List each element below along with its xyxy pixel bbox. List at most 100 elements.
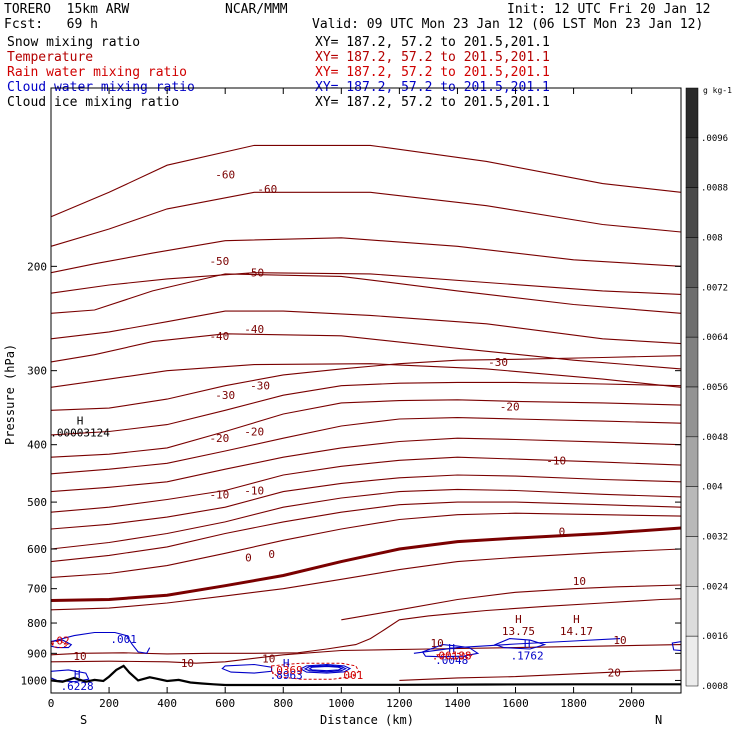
temperature-contour	[50, 488, 682, 550]
temperature-contour-label: 0	[245, 551, 252, 564]
axes-layer: 0 200 400 600 800 1000 1200 1400 1600 1800 2000200…	[21, 88, 681, 710]
x-axis-title: Distance (km)	[320, 713, 414, 727]
field-xy-rain: XY= 187.2, 57.2 to 201.5,201.1	[315, 65, 550, 80]
plot-frame	[50, 87, 682, 694]
temperature-contour-label: 0	[268, 548, 275, 561]
cloud-water-contour	[50, 631, 151, 654]
temperature-contour-label: 20	[608, 667, 621, 680]
temperature-contour	[50, 644, 682, 664]
temperature-contour-label: 10	[431, 637, 444, 650]
center-name: NCAR/MMM	[225, 2, 288, 17]
temperature-contour	[50, 363, 682, 388]
y-tick-label: 800	[27, 617, 47, 630]
x-tick-label: 1000	[328, 697, 355, 710]
maximum-value-label: .02	[50, 635, 70, 648]
temperature-contour-label: -10	[244, 485, 264, 498]
colorbar-swatch	[685, 287, 699, 338]
maximum-value-label: .001	[337, 669, 364, 682]
temperature-contour	[50, 501, 682, 563]
maximum-marker: H	[283, 657, 290, 670]
cloud-water-contour	[493, 638, 547, 650]
colorbar-tick-label: .0072	[701, 283, 728, 293]
y-tick-label: 300	[27, 365, 47, 378]
colorbar-swatch	[685, 436, 699, 487]
y-tick-label: 200	[27, 260, 47, 273]
temperature-contour	[50, 310, 682, 345]
temperature-contour-label: -20	[244, 425, 264, 438]
field-label-snow: Snow mixing ratio	[7, 35, 141, 50]
colorbar-tick-label: .0024	[701, 582, 728, 592]
maximum-value-label: 14.17	[560, 625, 593, 638]
temperature-contour-label: 0	[559, 525, 566, 538]
y-tick-label: 400	[27, 439, 47, 452]
maximum-value-label: .00003124	[50, 427, 110, 440]
temperature-contour-label: -20	[500, 401, 520, 414]
maximum-value-label: .8963	[270, 669, 303, 682]
temperature-contour-label: 10	[262, 652, 275, 665]
maximum-value-label: .001	[110, 633, 137, 646]
colorbar-swatch	[685, 237, 699, 288]
colorbar-tick-label: .008	[701, 234, 723, 244]
colorbar-swatch	[685, 586, 699, 637]
x-tick-label: 1800	[560, 697, 587, 710]
temperature-contour-label: -40	[244, 323, 264, 336]
temperature-contour	[50, 437, 682, 493]
field-label-rain: Rain water mixing ratio	[7, 65, 188, 80]
colorbar-unit: g kg-1	[703, 86, 732, 95]
colorbar-tick-label: .0096	[701, 134, 728, 144]
temperature-contour-label: -50	[209, 255, 229, 268]
field-label-cloud-ice: Cloud ice mixing ratio	[7, 95, 180, 110]
temperature-contour-label: -60	[215, 169, 235, 182]
y-axis-title: Pressure (hPa)	[3, 344, 17, 445]
cloud-water-contour	[421, 644, 480, 658]
y-tick-label: 1000	[21, 674, 48, 687]
cloud-water-contour	[299, 663, 352, 674]
temperature-contour	[50, 381, 682, 436]
temperature-contour-label: -30	[488, 356, 508, 369]
colorbar-tick-label: .004	[701, 483, 723, 493]
temperature-contour	[50, 237, 682, 274]
colorbar: .0096 .0088 .008 .0072 .0064 .0056 .0048 .004 .0…	[685, 86, 732, 692]
cloud-water-contour	[413, 638, 621, 654]
south-end-label: S	[80, 713, 87, 727]
y-tick-label: 600	[27, 543, 47, 556]
forecast-hour: Fcst: 69 h	[4, 17, 98, 32]
temperature-contour	[50, 474, 682, 530]
temperature-contour	[50, 512, 682, 578]
temperature-contour	[50, 526, 682, 602]
temperature-contour-label: -20	[209, 432, 229, 445]
cloud-water-contour	[671, 640, 682, 652]
temperature-contour-label: -40	[209, 330, 229, 343]
maximum-marker: H	[77, 415, 84, 428]
colorbar-tick-label: .0016	[701, 632, 728, 642]
colorbar-tick-label: .0008	[701, 682, 728, 692]
colorbar-swatch	[685, 336, 699, 388]
temperature-contour-label: 10	[181, 657, 194, 670]
colorbar-swatch	[685, 635, 699, 687]
temperature-contour	[50, 456, 682, 513]
colorbar-tick-label: .0056	[701, 383, 728, 393]
maximum-marker: H	[74, 668, 81, 681]
x-tick-label: 400	[157, 697, 177, 710]
temperature-contour	[50, 272, 682, 295]
temperature-contour	[50, 598, 682, 656]
temperature-contour	[50, 548, 682, 611]
temperature-contour-label: 10	[613, 634, 626, 647]
field-xy-cloud-ice: XY= 187.2, 57.2 to 201.5,201.1	[315, 95, 550, 110]
x-tick-label: 1600	[502, 697, 529, 710]
maximum-marker: H	[573, 613, 580, 626]
temperature-contour-label: -60	[257, 183, 277, 196]
colorbar-tick-label: .0048	[701, 433, 728, 443]
y-tick-label: 700	[27, 583, 47, 596]
maximum-marker: H	[448, 642, 455, 655]
colorbar-swatch	[685, 187, 699, 238]
field-xy-snow: XY= 187.2, 57.2 to 201.5,201.1	[315, 35, 550, 50]
colorbar-tick-label: .0064	[701, 333, 728, 343]
temperature-contour-label: -30	[215, 389, 235, 402]
temperature-contour	[50, 355, 682, 411]
north-end-label: N	[655, 713, 662, 727]
field-label-temperature: Temperature	[7, 50, 94, 65]
rain-water-contour	[50, 640, 70, 649]
temperature-contour-label: 10	[73, 650, 86, 663]
